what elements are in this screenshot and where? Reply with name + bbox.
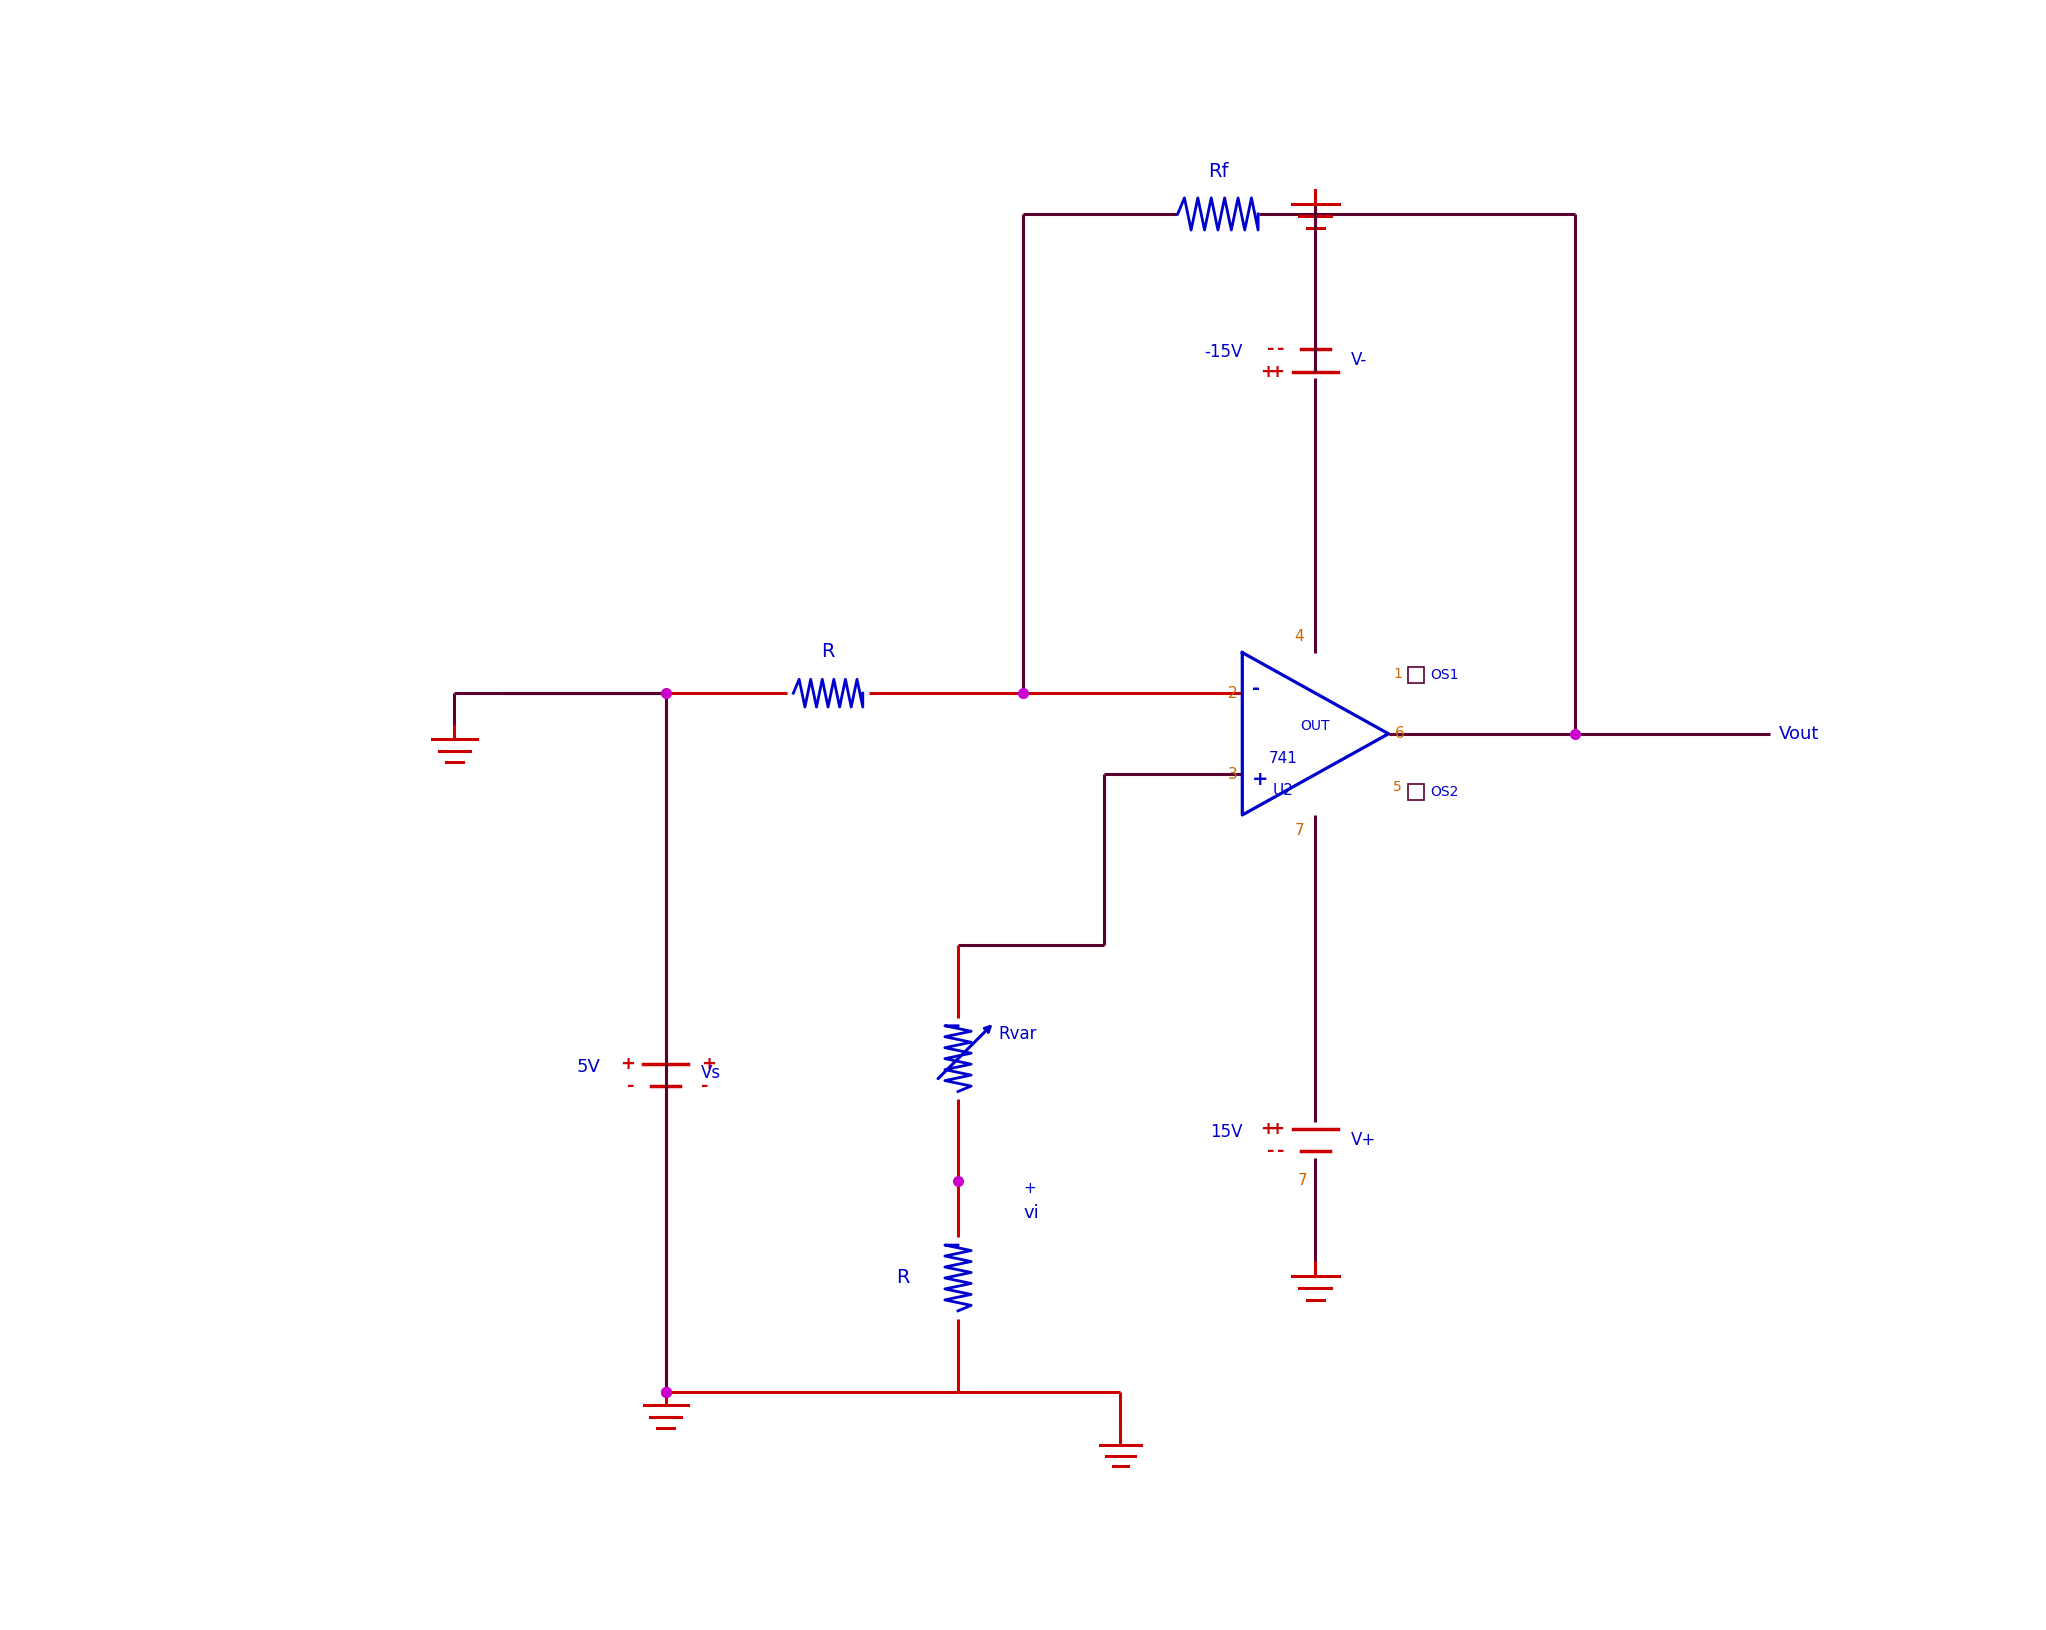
Text: Vout: Vout	[1778, 725, 1819, 743]
Text: vi: vi	[1023, 1205, 1039, 1222]
Text: +: +	[1269, 362, 1285, 380]
Text: 3: 3	[1228, 766, 1238, 782]
Text: +: +	[1260, 362, 1275, 380]
Text: 4: 4	[1295, 629, 1303, 644]
Text: 7: 7	[1295, 823, 1303, 838]
Text: Rf: Rf	[1207, 163, 1228, 181]
Text: -: -	[1252, 678, 1260, 698]
Text: +: +	[1260, 1120, 1275, 1138]
Text: V-: V-	[1350, 350, 1367, 368]
Text: +: +	[1269, 1120, 1285, 1138]
Bar	[1408, 784, 1424, 800]
Text: 2: 2	[1228, 686, 1238, 701]
Text: 15V: 15V	[1209, 1123, 1242, 1141]
Text: -: -	[1277, 339, 1285, 357]
Text: OS2: OS2	[1430, 786, 1459, 799]
Text: -15V: -15V	[1203, 342, 1242, 360]
Text: -: -	[1277, 1143, 1285, 1161]
Text: +: +	[620, 1055, 634, 1073]
Text: 7: 7	[1297, 1174, 1307, 1188]
Bar	[1408, 667, 1424, 683]
Text: Vs: Vs	[702, 1064, 722, 1082]
Text: 741: 741	[1269, 751, 1297, 766]
Text: +: +	[1023, 1182, 1035, 1196]
Text: -: -	[702, 1077, 708, 1095]
Text: +: +	[1252, 769, 1269, 789]
Text: OUT: OUT	[1301, 719, 1330, 732]
Text: 1: 1	[1393, 667, 1402, 681]
Text: R: R	[820, 642, 835, 660]
Text: R: R	[896, 1268, 908, 1288]
Text: -: -	[1266, 1143, 1275, 1161]
Text: V+: V+	[1350, 1131, 1377, 1149]
Text: Rvar: Rvar	[998, 1025, 1037, 1043]
Text: 5V: 5V	[577, 1058, 599, 1076]
Text: OS1: OS1	[1430, 668, 1459, 683]
Text: 6: 6	[1395, 727, 1406, 742]
Text: 5: 5	[1393, 781, 1402, 794]
Text: +: +	[702, 1055, 716, 1073]
Text: U2: U2	[1273, 782, 1293, 799]
Text: -: -	[628, 1077, 634, 1095]
Text: -: -	[1266, 339, 1275, 357]
